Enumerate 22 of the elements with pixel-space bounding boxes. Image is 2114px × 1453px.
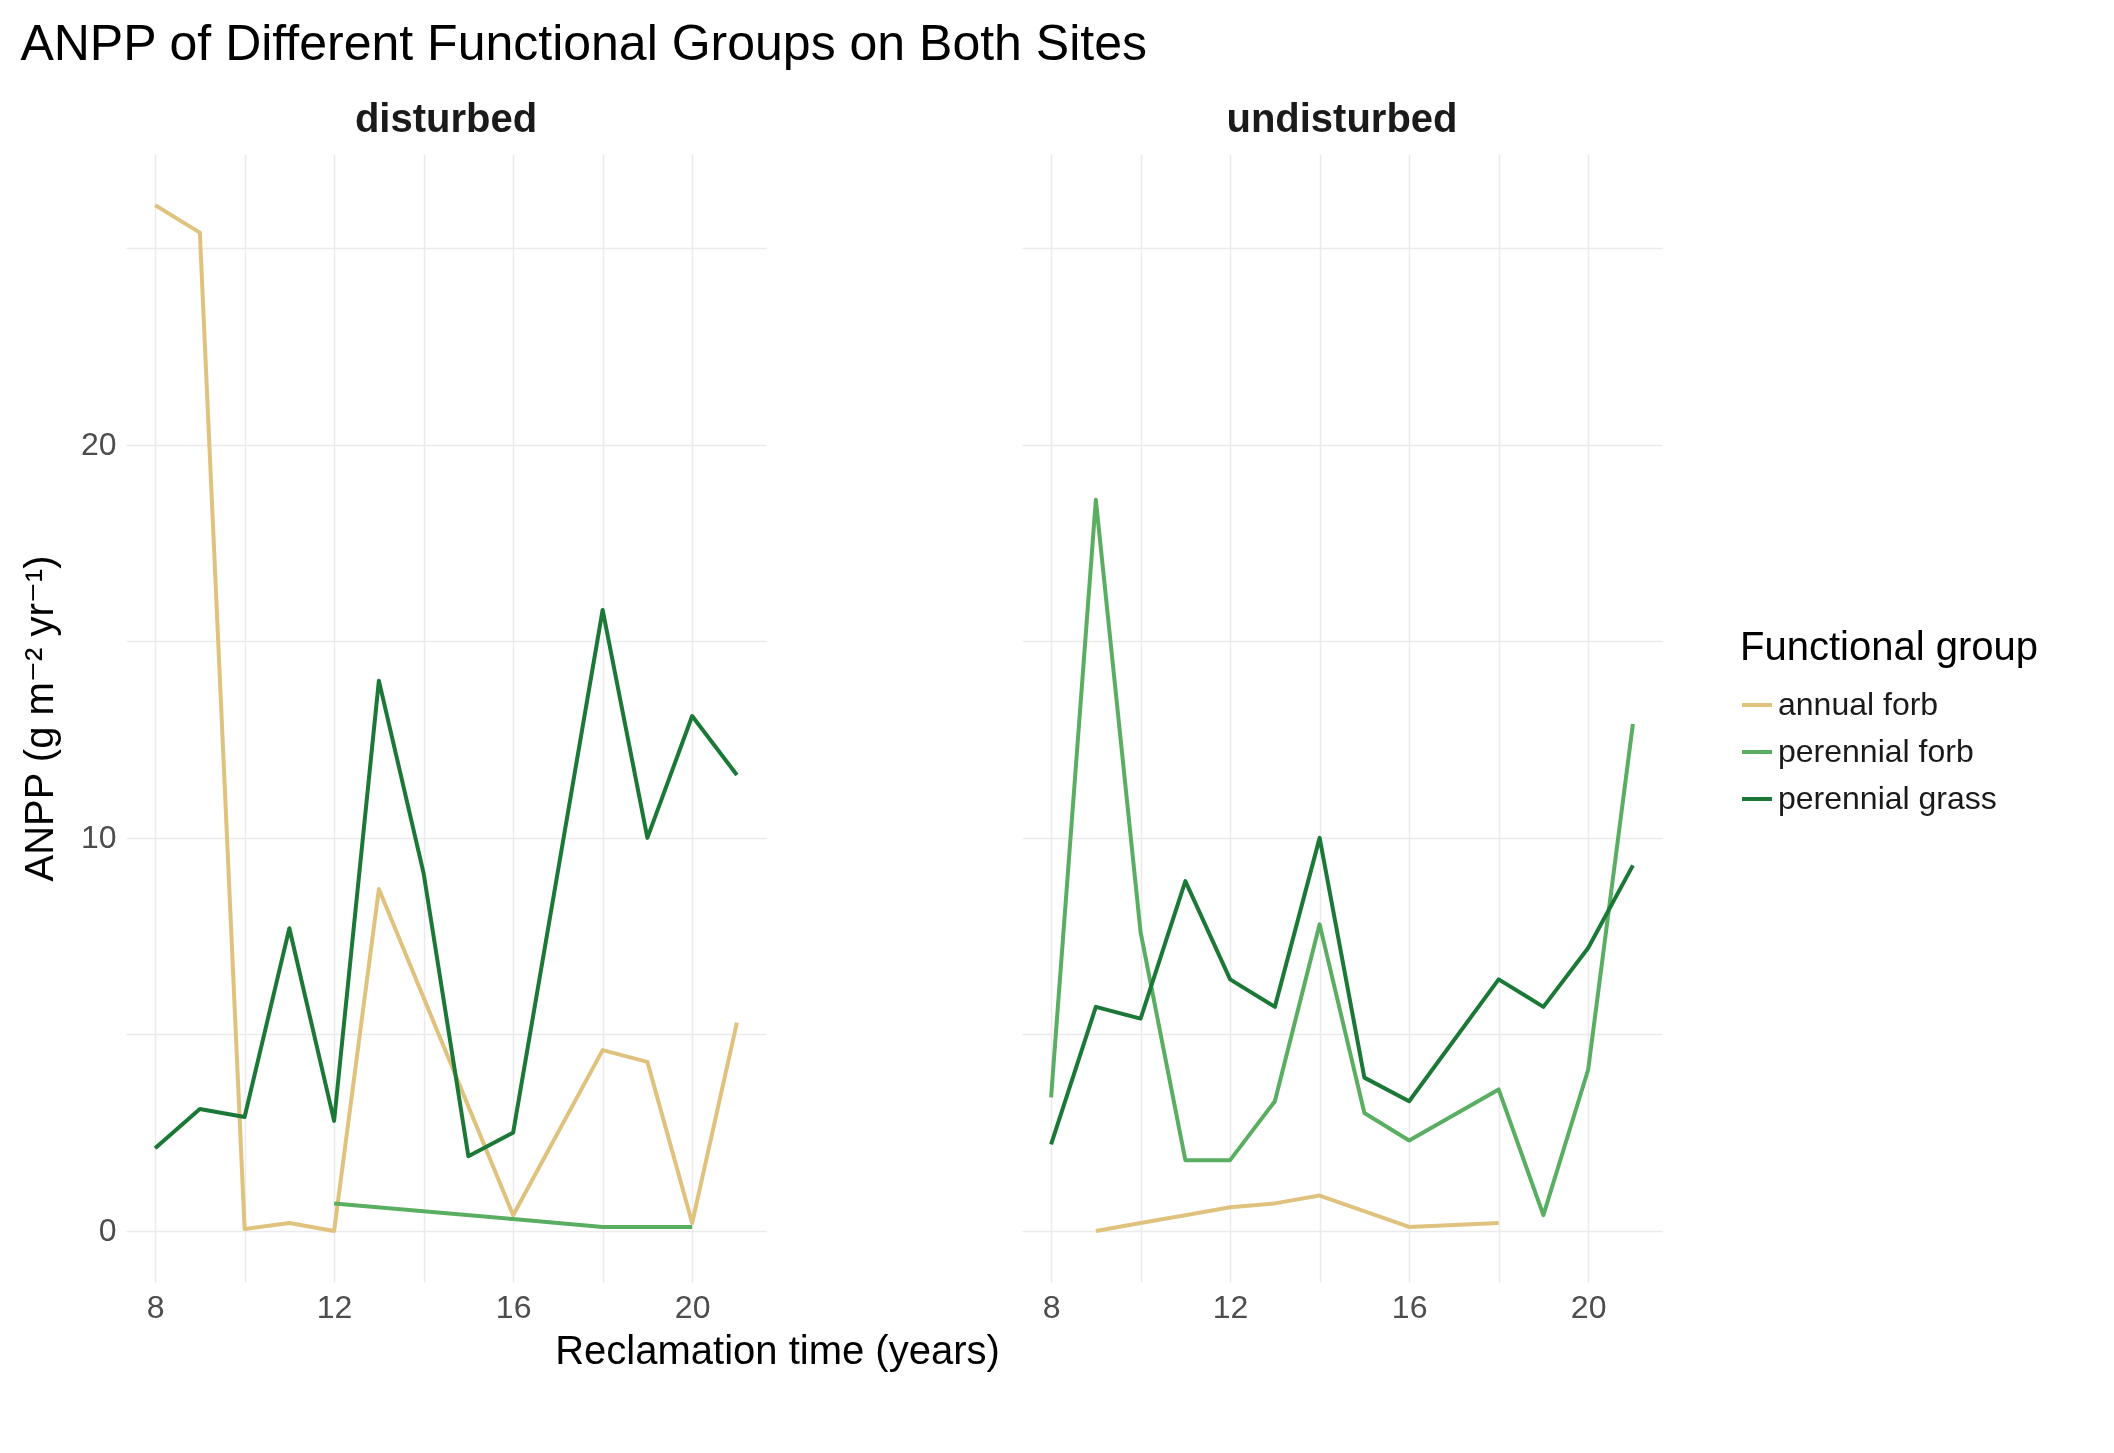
x-tick-label: 16 xyxy=(495,1288,532,1325)
legend-label: perennial forb xyxy=(1778,733,1974,769)
x-axis-title: Reclamation time (years) xyxy=(555,1327,1000,1372)
legend-title: Functional group xyxy=(1740,624,2038,668)
x-tick-label: 20 xyxy=(1570,1288,1607,1325)
legend-label: annual forb xyxy=(1778,686,1939,722)
x-tick-label: 16 xyxy=(1391,1288,1428,1325)
x-tick-label: 12 xyxy=(316,1288,353,1325)
x-tick-label: 8 xyxy=(146,1288,165,1325)
line-series xyxy=(153,607,739,1159)
chart-title: ANPP of Different Functional Groups on Both Sites xyxy=(20,15,1147,71)
y-tick-label: 20 xyxy=(80,426,117,463)
chart-subtitle: disturbed xyxy=(354,96,538,140)
y-tick-label: 10 xyxy=(80,819,117,856)
x-tick-label: 12 xyxy=(1212,1288,1249,1325)
legend-label: perennial grass xyxy=(1778,780,1997,816)
y-tick-label: 0 xyxy=(98,1212,117,1249)
chart-subtitle: undisturbed xyxy=(1226,96,1458,140)
x-tick-label: 8 xyxy=(1042,1288,1061,1325)
x-tick-label: 20 xyxy=(674,1288,711,1325)
line-series xyxy=(153,203,739,1233)
y-axis-title: ANPP (g m⁻² yr⁻¹) xyxy=(16,555,61,882)
